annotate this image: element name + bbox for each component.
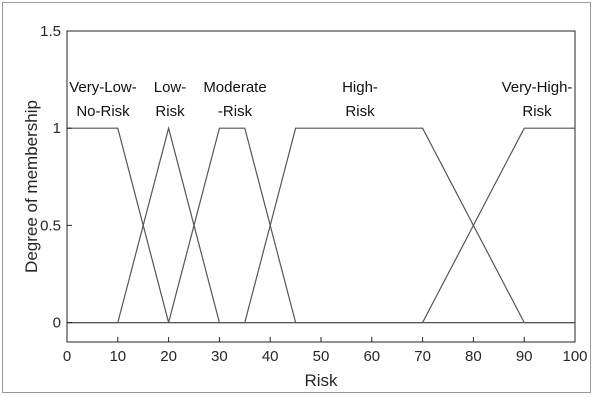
y-tick-label: 0 xyxy=(53,315,61,332)
y-axis-label: Degree of membership xyxy=(22,100,41,273)
plot-area xyxy=(67,31,575,342)
x-tick-label: 40 xyxy=(262,348,279,365)
mf-label-low-risk-line-2: Risk xyxy=(155,103,185,120)
label-layer: Very-Low- No-Risk Low- Risk Moderate -Risk Hig… xyxy=(69,79,572,120)
x-tick-label: 0 xyxy=(63,348,71,365)
mf-label-high-risk-line-1: High- xyxy=(342,79,378,96)
x-axis-label: Risk xyxy=(304,371,338,390)
x-tick-label: 80 xyxy=(465,348,482,365)
series-layer xyxy=(67,125,575,324)
mf-label-very-high-risk-line-1: Very-High- xyxy=(502,79,573,96)
mf-label-moderate-risk-line-2: -Risk xyxy=(218,103,253,120)
x-tick-label: 70 xyxy=(414,348,431,365)
mf-label-low-risk-line-1: Low- xyxy=(154,79,187,96)
x-tick-label: 60 xyxy=(363,348,380,365)
x-tick-label: 90 xyxy=(516,348,533,365)
x-tick-label: 10 xyxy=(109,348,126,365)
x-tick-label: 20 xyxy=(160,348,177,365)
tick-layer: 0 10 20 30 40 50 60 70 80 90 100 0 0.5 1 1.5 xyxy=(40,23,587,365)
y-tick-label: 1 xyxy=(53,120,61,137)
y-tick-label: 1.5 xyxy=(40,23,61,40)
mf-label-very-low-no-risk-line-1: Very-Low- xyxy=(69,79,137,96)
x-tick-label: 100 xyxy=(562,348,587,365)
mf-label-very-high-risk-line-2: Risk xyxy=(522,103,552,120)
mf-label-moderate-risk-line-1: Moderate xyxy=(203,79,266,96)
y-tick-label: 0.5 xyxy=(40,217,61,234)
mf-label-very-low-no-risk-line-2: No-Risk xyxy=(76,103,130,120)
series-line-very-high-risk xyxy=(67,127,575,324)
x-tick-label: 30 xyxy=(211,348,228,365)
mf-label-high-risk-line-2: Risk xyxy=(345,103,375,120)
x-tick-label: 50 xyxy=(313,348,330,365)
